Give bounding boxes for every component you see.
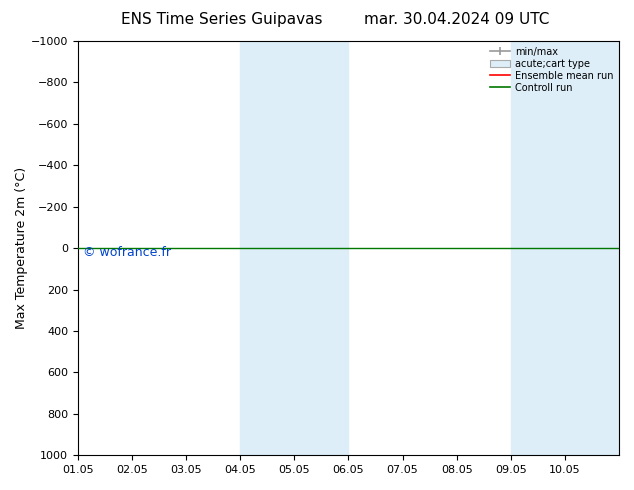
Bar bbox=[240, 41, 349, 455]
Y-axis label: Max Temperature 2m (°C): Max Temperature 2m (°C) bbox=[15, 167, 28, 329]
Text: ENS Time Series Guipavas: ENS Time Series Guipavas bbox=[121, 12, 323, 27]
Legend: min/max, acute;cart type, Ensemble mean run, Controll run: min/max, acute;cart type, Ensemble mean … bbox=[486, 43, 617, 97]
Bar bbox=[511, 41, 619, 455]
Text: © wofrance.fr: © wofrance.fr bbox=[83, 246, 171, 259]
Text: mar. 30.04.2024 09 UTC: mar. 30.04.2024 09 UTC bbox=[364, 12, 549, 27]
